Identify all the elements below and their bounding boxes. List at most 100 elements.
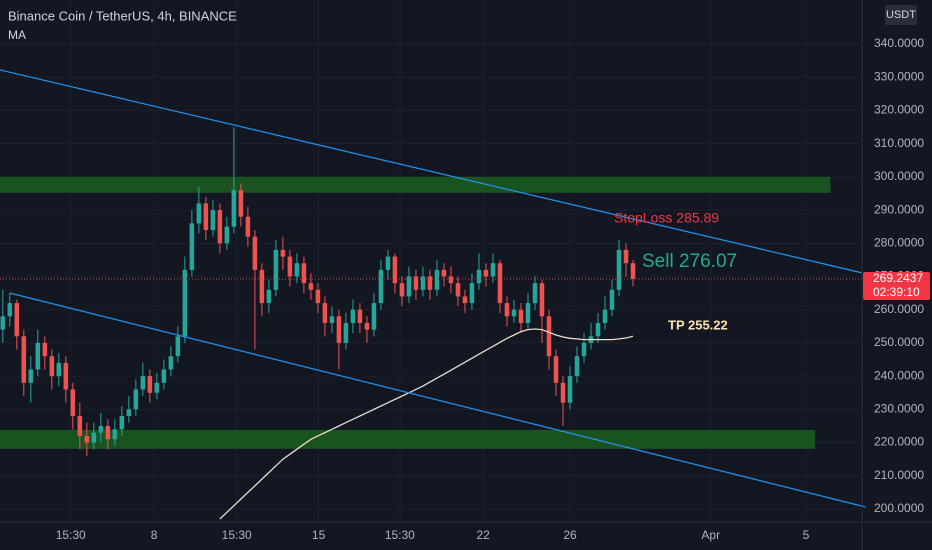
y-tick-label: 320.0000 xyxy=(874,103,924,117)
candle-body xyxy=(84,435,90,443)
candle-body xyxy=(70,389,76,417)
candle-body xyxy=(21,336,27,383)
candle-body xyxy=(161,369,167,383)
x-tick-label: 15:30 xyxy=(222,528,252,542)
y-tick-label: 250.0000 xyxy=(874,335,924,349)
y-tick-label: 290.0000 xyxy=(874,202,924,216)
y-tick-label: 310.0000 xyxy=(874,136,924,150)
candle-body xyxy=(77,416,83,436)
x-tick-label: 15 xyxy=(312,528,326,542)
trend-line xyxy=(9,292,866,508)
candle-body xyxy=(196,203,202,224)
indicator-label: MA xyxy=(8,28,26,42)
candle-body xyxy=(280,249,286,257)
candle-body xyxy=(546,316,552,357)
candle-body xyxy=(154,382,160,393)
candle-body xyxy=(462,296,468,304)
candle-body xyxy=(224,226,230,244)
candle-body xyxy=(112,429,118,440)
candle-body xyxy=(357,309,363,324)
candle-body xyxy=(301,263,307,284)
candle-body xyxy=(266,289,272,304)
y-tick-label: 340.0000 xyxy=(874,36,924,50)
candle-body xyxy=(553,356,559,383)
candle-body xyxy=(140,376,146,390)
candle-body xyxy=(434,269,440,290)
zone xyxy=(0,429,816,449)
candle-body xyxy=(336,316,342,343)
y-tick-label: 230.0000 xyxy=(874,402,924,416)
candle-body xyxy=(315,289,321,304)
candle-body xyxy=(364,323,370,330)
y-tick-label: 330.0000 xyxy=(874,69,924,83)
candle-body xyxy=(427,276,433,290)
candle-body xyxy=(406,276,412,297)
x-tick-label: 22 xyxy=(476,528,490,542)
candle-body xyxy=(56,362,62,377)
trend-line xyxy=(0,69,863,274)
candle-body xyxy=(168,356,174,370)
candle-body xyxy=(525,303,531,324)
candle-body xyxy=(630,263,636,280)
candle-body xyxy=(245,216,251,237)
x-tick-label: 15:30 xyxy=(56,528,86,542)
candle-body xyxy=(133,389,139,410)
candle-body xyxy=(469,283,475,304)
candle-body xyxy=(189,223,195,270)
candle-body xyxy=(0,316,6,330)
x-tick-label: 5 xyxy=(803,528,810,542)
currency-badge xyxy=(885,5,917,25)
moving-average xyxy=(219,328,634,520)
candle-body xyxy=(343,323,349,343)
candle-body xyxy=(567,376,573,403)
candle-body xyxy=(595,323,601,337)
candle-body xyxy=(329,316,335,324)
candle-body xyxy=(581,342,587,357)
last-price: 269.2437 xyxy=(873,271,923,285)
y-tick-label: 280.0000 xyxy=(874,235,924,249)
x-tick-label: Apr xyxy=(701,528,720,542)
candle-body xyxy=(399,283,405,297)
x-tick-label: 8 xyxy=(151,528,158,542)
candle-body xyxy=(609,289,615,310)
stoploss-note: StopLoss 285.89 xyxy=(614,210,719,226)
candle-body xyxy=(497,263,503,304)
candle-body xyxy=(42,342,48,357)
candle-body xyxy=(119,416,125,430)
candle-body xyxy=(28,369,34,383)
candle-body xyxy=(231,190,237,227)
candle-body xyxy=(574,356,580,377)
candle-body xyxy=(252,236,258,270)
y-tick-label: 200.0000 xyxy=(874,501,924,515)
candle-body xyxy=(623,249,629,264)
candle-body xyxy=(217,210,223,244)
candle-body xyxy=(175,336,181,357)
candle-body xyxy=(378,269,384,304)
y-tick-label: 260.0000 xyxy=(874,302,924,316)
candle-body xyxy=(7,303,13,317)
candle-body xyxy=(63,362,69,390)
candle-body xyxy=(511,309,517,317)
candle-body xyxy=(476,269,482,284)
candle-body xyxy=(560,382,566,403)
candle-body xyxy=(385,256,391,270)
candle-body xyxy=(413,276,419,290)
candle-body xyxy=(147,376,153,393)
sell-note: Sell 276.07 xyxy=(642,251,737,272)
candle-body xyxy=(294,263,300,277)
plot-area xyxy=(0,0,866,520)
y-tick-label: 210.0000 xyxy=(874,468,924,482)
candle-body xyxy=(455,283,461,297)
candle-body xyxy=(322,303,328,324)
candle-body xyxy=(308,283,314,290)
candle-body xyxy=(392,256,398,284)
price-badge xyxy=(863,272,930,301)
x-tick-label: 15:30 xyxy=(385,528,415,542)
candle-body xyxy=(238,190,244,217)
y-tick-label: 300.0000 xyxy=(874,169,924,183)
currency: USDT xyxy=(886,9,916,21)
candle-body xyxy=(259,269,265,304)
countdown: 02:39:10 xyxy=(873,285,920,299)
candle-body xyxy=(616,249,622,290)
